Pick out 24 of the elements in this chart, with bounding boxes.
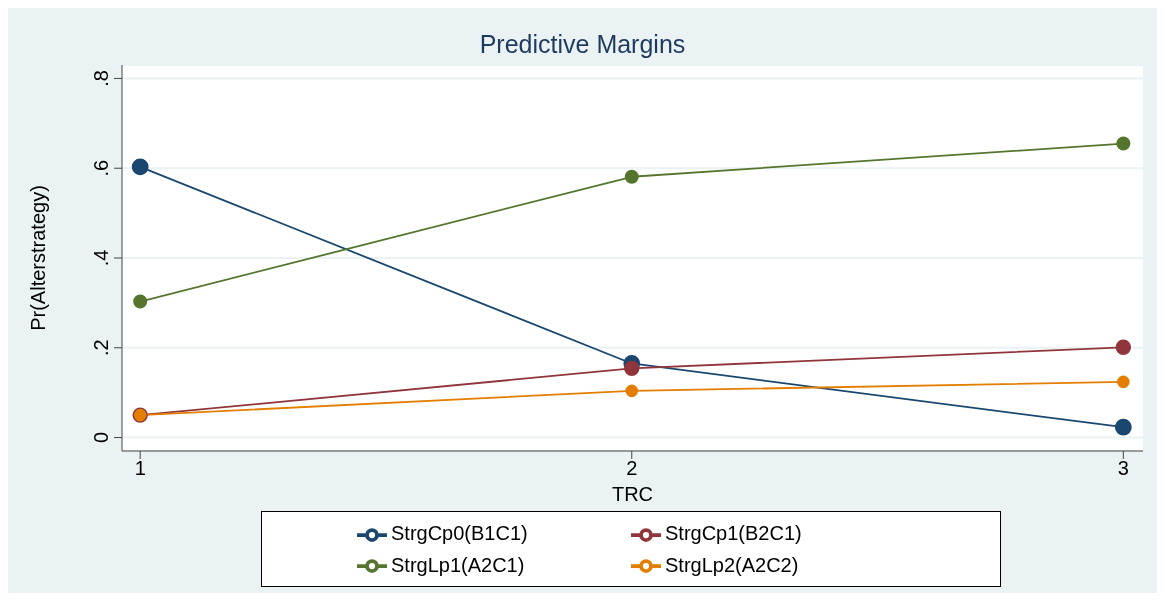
x-tick-label: 1 [134, 457, 146, 480]
point [1117, 375, 1130, 389]
y-tick-label: .4 [90, 249, 112, 267]
x-axis-title: TRC [611, 483, 654, 506]
y-tick-label: .8 [90, 70, 112, 87]
chart-title: Predictive Margins [478, 30, 687, 59]
x-tick-label: 3 [1117, 457, 1129, 480]
point [625, 384, 639, 398]
point [624, 169, 639, 184]
legend-label: StrgLp2(A2C2) [665, 552, 800, 578]
point [1114, 418, 1132, 436]
point [624, 360, 640, 377]
y-tick-label: .2 [90, 339, 112, 357]
legend-label: StrgCp0(B1C1) [391, 521, 529, 546]
point [1116, 136, 1131, 151]
point [133, 294, 148, 309]
point [131, 158, 149, 176]
y-tick-label: .6 [90, 159, 112, 177]
legend-label: StrgLp1(A2C1) [391, 552, 526, 578]
x-tick-label: 2 [626, 457, 638, 480]
legend-label: StrgCp1(B2C1) [665, 521, 803, 546]
y-axis-title: Pr(Alterstrategy) [27, 185, 50, 331]
point [1115, 339, 1132, 356]
y-tick-label: 0 [90, 431, 112, 444]
